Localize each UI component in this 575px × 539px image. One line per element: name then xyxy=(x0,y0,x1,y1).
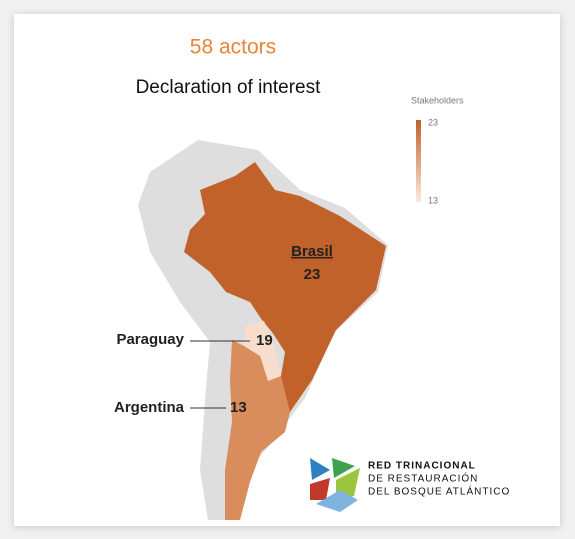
region-label: Brasil xyxy=(291,243,333,260)
legend-max: 23 xyxy=(428,117,438,127)
region-value: 13 xyxy=(230,399,247,416)
logo-line: DEL BOSQUE ATLÁNTICO xyxy=(368,485,510,498)
title: 58 actors xyxy=(190,36,276,59)
legend-title: Stakeholders xyxy=(411,95,464,105)
region-label: Argentina xyxy=(114,399,185,416)
region-value: 19 xyxy=(256,332,273,349)
region-argentina xyxy=(225,340,290,520)
legend-gradient xyxy=(416,120,421,202)
region-label: Paraguay xyxy=(116,331,184,348)
region-brasil xyxy=(184,162,386,412)
logo-line: DE RESTAURACIÓN xyxy=(368,472,478,485)
region-value: 23 xyxy=(304,266,321,283)
region-paraguay xyxy=(244,321,281,381)
logo: RED TRINACIONAL DE RESTAURACIÓN DEL BOSQ… xyxy=(310,458,510,512)
subtitle: Declaration of interest xyxy=(136,77,322,98)
logo-line: RED TRINACIONAL xyxy=(368,461,476,472)
legend-min: 13 xyxy=(428,195,438,205)
